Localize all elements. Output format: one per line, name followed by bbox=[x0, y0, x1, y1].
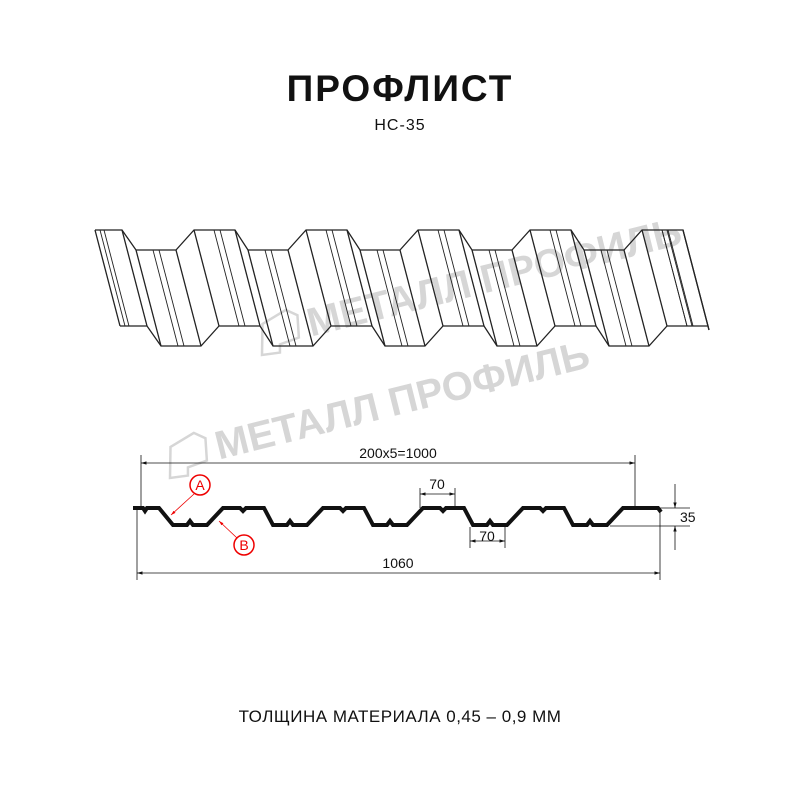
sheet-rib-line bbox=[158, 249, 185, 347]
sheet-rib-line bbox=[555, 229, 582, 327]
sheet-fold-line bbox=[234, 229, 261, 327]
total-width-dim-label: 1060 bbox=[382, 555, 413, 571]
watermark-top: МЕТАЛЛ ПРОФИЛЬ bbox=[260, 210, 686, 357]
sheet-rib-line bbox=[600, 249, 627, 347]
sheet-rib-line bbox=[661, 229, 688, 327]
sheet-rib-line bbox=[270, 249, 297, 347]
profile-cross-section bbox=[133, 506, 663, 527]
bottom-flat-dim-label: 70 bbox=[479, 528, 495, 544]
sheet-rib-line bbox=[219, 229, 246, 327]
page-title: ПРОФЛИСТ bbox=[286, 68, 514, 109]
sheet-rib-line bbox=[325, 229, 352, 327]
sheet-fold-line bbox=[471, 249, 498, 347]
sheet-fold-line bbox=[399, 249, 426, 347]
sheet-fold-line bbox=[529, 229, 556, 327]
sheet-rib-line bbox=[667, 229, 694, 327]
sheet-fold-line bbox=[417, 229, 444, 327]
svg-text:B: B bbox=[239, 537, 248, 553]
sheet-fold-line bbox=[458, 229, 485, 327]
sheet-fold-line bbox=[511, 249, 538, 347]
sheet-fold-line bbox=[193, 229, 220, 327]
sheet-fold-line bbox=[305, 229, 332, 327]
sheet-rib-line bbox=[264, 249, 291, 347]
sheet-rib-line bbox=[99, 229, 126, 327]
sheet-bottom-edge bbox=[120, 325, 710, 347]
sheet-rib-line bbox=[494, 249, 521, 347]
sheet-fold-line bbox=[623, 249, 650, 347]
pitch-dim-label: 200x5=1000 bbox=[359, 445, 437, 461]
profile-sheet-3d bbox=[94, 229, 710, 347]
watermark-text: МЕТАЛЛ ПРОФИЛЬ bbox=[303, 210, 686, 346]
sheet-rib-line bbox=[549, 229, 576, 327]
sheet-rib-line bbox=[213, 229, 240, 327]
top-flat-dim-label: 70 bbox=[429, 476, 445, 492]
sheet-fold-line bbox=[135, 249, 162, 347]
height-dim-label: 35 bbox=[680, 509, 696, 525]
sheet-rib-line bbox=[382, 249, 409, 347]
sheet-rib-line bbox=[488, 249, 515, 347]
sheet-fold-line bbox=[641, 229, 668, 327]
sheet-rib-line bbox=[437, 229, 464, 327]
model-subtitle: НС-35 bbox=[374, 117, 426, 134]
dimensions bbox=[136, 455, 690, 580]
callout-a: A bbox=[170, 474, 211, 516]
sheet-fold-line bbox=[583, 249, 610, 347]
sheet-fold-line bbox=[570, 229, 597, 327]
material-thickness-note: ТОЛЩИНА МАТЕРИАЛА 0,45 – 0,9 ММ bbox=[238, 707, 562, 726]
sheet-fold-line bbox=[94, 229, 121, 327]
sheet-rib-line bbox=[103, 229, 130, 327]
sheet-fold-line bbox=[247, 249, 274, 347]
sheet-rib-line bbox=[443, 229, 470, 327]
sheet-rib-line bbox=[376, 249, 403, 347]
sheet-rib-line bbox=[331, 229, 358, 327]
callout-b: B bbox=[218, 520, 255, 556]
sheet-rib-line bbox=[606, 249, 633, 347]
sheet-rib-line bbox=[666, 229, 693, 327]
sheet-rib-line bbox=[152, 249, 179, 347]
sheet-fold-line bbox=[287, 249, 314, 347]
sheet-fold-line bbox=[175, 249, 202, 347]
sheet-fold-line bbox=[359, 249, 386, 347]
sheet-fold-line bbox=[121, 229, 148, 327]
svg-text:A: A bbox=[195, 477, 205, 493]
sheet-fold-line bbox=[346, 229, 373, 327]
sheet-fold-line bbox=[683, 233, 710, 331]
